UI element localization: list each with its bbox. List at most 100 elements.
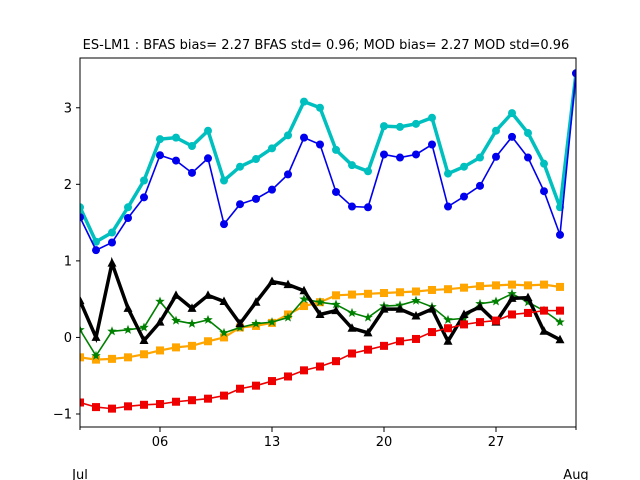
data-point — [251, 318, 261, 328]
data-point — [523, 292, 533, 302]
data-point — [80, 324, 85, 334]
data-point — [284, 372, 292, 381]
data-point — [156, 346, 164, 355]
data-point — [252, 321, 260, 330]
data-point — [364, 345, 372, 354]
data-point — [123, 303, 133, 312]
data-point — [332, 291, 340, 300]
data-point — [219, 327, 229, 337]
data-point — [220, 333, 228, 342]
data-point — [411, 295, 421, 305]
data-point — [172, 343, 180, 352]
data-point — [492, 316, 500, 325]
data-point — [412, 334, 420, 343]
data-point — [91, 350, 101, 360]
data-point — [171, 290, 181, 299]
data-point — [364, 167, 372, 176]
data-point — [107, 258, 117, 267]
data-point — [412, 119, 420, 128]
y-tick-label: 1 — [64, 254, 72, 269]
data-point — [172, 133, 180, 142]
series-group — [80, 69, 576, 413]
data-point — [523, 297, 533, 307]
data-point — [427, 304, 437, 313]
data-point — [203, 290, 213, 299]
data-point — [107, 326, 117, 336]
data-point — [204, 337, 212, 346]
x-tick-label: 13 — [264, 435, 281, 450]
data-point — [443, 314, 453, 324]
plot-area: −1 0 1 2 3 06 13 20 27 Jul Aug — [53, 57, 589, 480]
data-point — [364, 289, 372, 298]
data-point — [331, 305, 341, 315]
data-point — [299, 285, 309, 295]
x-tick-label: 20 — [376, 435, 393, 450]
data-point — [332, 187, 340, 196]
data-point — [252, 155, 260, 164]
data-point — [267, 276, 277, 286]
data-point — [156, 400, 164, 409]
data-point — [459, 309, 469, 318]
data-point — [172, 156, 180, 165]
series-4 — [80, 256, 565, 345]
data-point — [236, 162, 244, 171]
data-point — [347, 323, 357, 332]
data-point — [380, 341, 388, 350]
data-point — [92, 403, 100, 412]
data-point — [540, 306, 548, 315]
series-line — [80, 309, 560, 410]
data-point — [91, 332, 101, 341]
data-point — [92, 246, 100, 255]
data-point — [507, 288, 517, 298]
data-point — [80, 213, 84, 222]
data-point — [251, 297, 261, 306]
data-point — [188, 396, 196, 405]
data-point — [316, 362, 324, 371]
data-point — [300, 97, 308, 106]
series-5 — [80, 306, 564, 413]
data-point — [108, 238, 116, 247]
data-point — [188, 168, 196, 177]
data-point — [268, 185, 276, 194]
data-point — [555, 334, 565, 344]
data-point — [300, 133, 308, 142]
data-point — [316, 140, 324, 149]
data-point — [267, 317, 277, 327]
data-point — [172, 397, 180, 406]
data-point — [139, 335, 149, 344]
data-point — [364, 203, 372, 212]
x-tick-label: 06 — [152, 435, 169, 450]
data-point — [412, 287, 420, 296]
data-point — [428, 113, 436, 122]
data-point — [556, 230, 564, 239]
data-point — [396, 337, 404, 346]
data-point — [507, 293, 517, 302]
data-point — [460, 192, 468, 201]
data-point — [508, 132, 516, 141]
data-point — [80, 353, 84, 362]
data-point — [187, 303, 197, 312]
data-point — [108, 354, 116, 363]
data-point — [252, 381, 260, 390]
data-point — [316, 103, 324, 112]
data-point — [540, 187, 548, 196]
data-point — [332, 357, 340, 366]
data-point — [395, 304, 405, 313]
data-point — [508, 109, 516, 118]
data-point — [204, 126, 212, 135]
data-point — [348, 290, 356, 299]
data-point — [492, 281, 500, 290]
data-point — [188, 142, 196, 151]
data-point — [540, 280, 548, 289]
data-point — [80, 398, 84, 407]
data-point — [476, 282, 484, 291]
data-point — [444, 169, 452, 178]
data-point — [268, 377, 276, 386]
data-point — [444, 324, 452, 333]
data-point — [475, 301, 485, 311]
x-month-label: Aug — [563, 468, 588, 480]
data-point — [492, 152, 500, 161]
data-point — [108, 404, 116, 413]
data-point — [444, 202, 452, 211]
data-point — [348, 161, 356, 170]
